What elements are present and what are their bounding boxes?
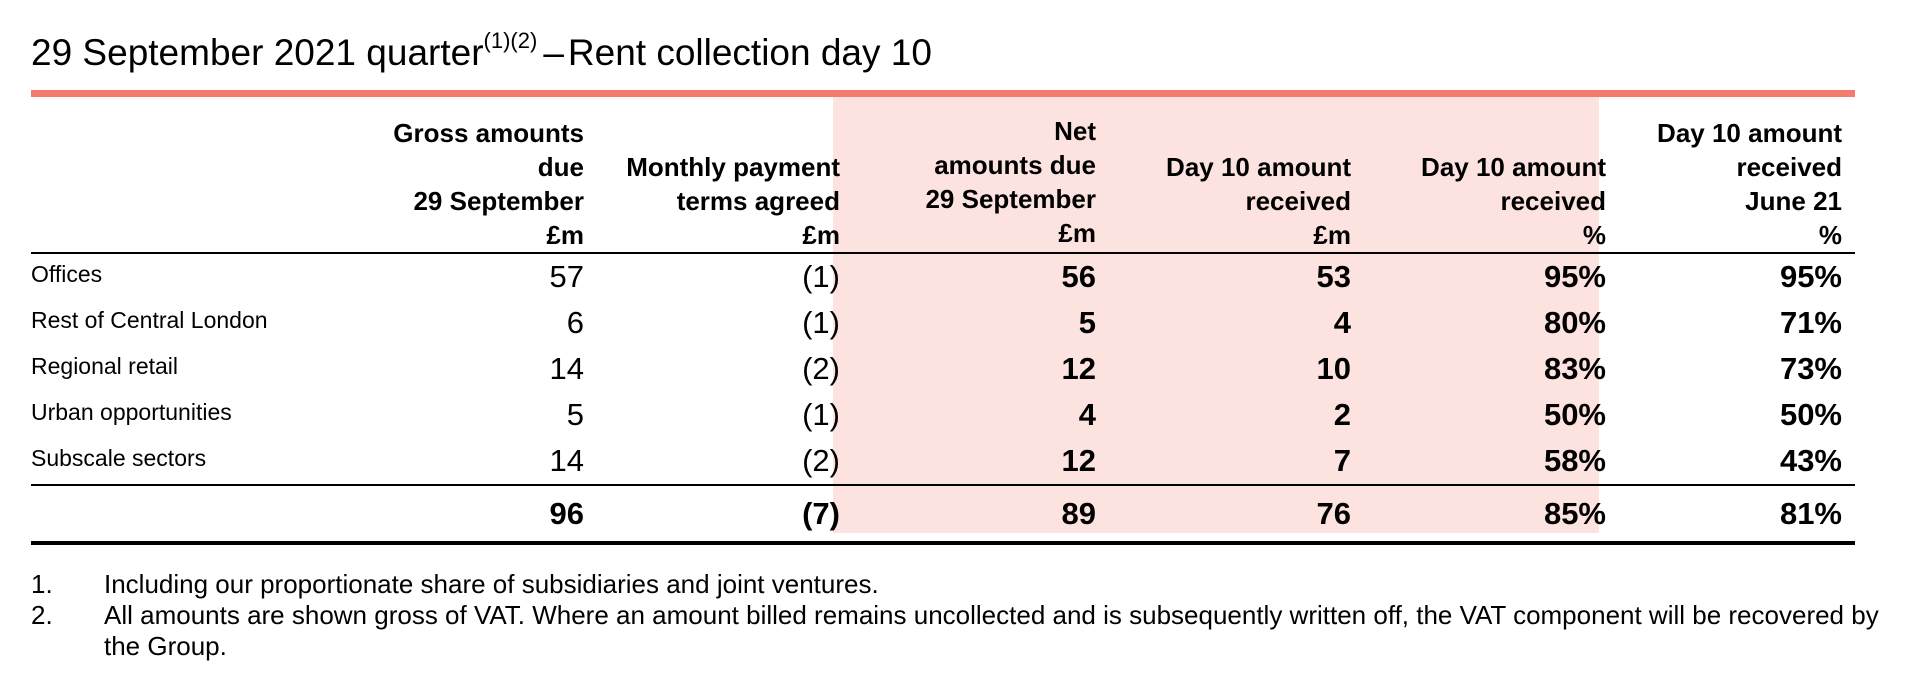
total-day10-gbp: 76 (1109, 484, 1364, 545)
total-june21-pct: 81% (1619, 484, 1855, 545)
header-day10-received-june21: Day 10 amount received June 21% (1619, 97, 1855, 254)
footnotes: 1. Including our proportionate share of … (31, 569, 1911, 662)
cell-day10-pct: 58% (1543, 443, 1606, 478)
cell-day10-gbp: 10 (1316, 351, 1351, 386)
row-label: Offices (31, 261, 103, 287)
cell-terms: (2) (802, 351, 840, 386)
header-day10-received-pct: Day 10 amount received% (1364, 97, 1619, 254)
row-label: Urban opportunities (31, 399, 232, 425)
cell-day10-pct: 95% (1543, 259, 1606, 294)
cell-terms: (1) (802, 259, 840, 294)
header-gross-amounts-due: Gross amounts due 29 September £m (341, 97, 597, 254)
cell-day10-gbp: 4 (1333, 305, 1351, 340)
header-net-amounts-due: Net amounts due 29 September £m (853, 97, 1109, 254)
footnote-number: 1. (31, 569, 53, 599)
table-row: Regional retail 14 (2) 12 10 83% 73% (31, 346, 1855, 392)
cell-net: 12 (1061, 351, 1096, 386)
cell-june21-pct: 73% (1779, 351, 1842, 386)
cell-gross: 14 (549, 351, 584, 386)
total-day10-pct: 85% (1364, 484, 1619, 545)
title-footnote-refs: (1)(2) (483, 28, 538, 53)
total-gross: 96 (341, 484, 597, 545)
cell-gross: 57 (549, 259, 584, 294)
cell-terms: (1) (802, 305, 840, 340)
cell-day10-gbp: 53 (1316, 259, 1351, 294)
row-label: Rest of Central London (31, 307, 268, 333)
row-label: Subscale sectors (31, 445, 207, 471)
total-net: 89 (853, 484, 1109, 545)
title-dash: – (543, 32, 564, 73)
cell-net: 4 (1078, 397, 1096, 432)
cell-net: 56 (1061, 259, 1096, 294)
cell-gross: 5 (566, 397, 584, 432)
cell-gross: 6 (566, 305, 584, 340)
cell-net: 5 (1078, 305, 1096, 340)
header-label-column (31, 97, 341, 254)
footnote-text: All amounts are shown gross of VAT. Wher… (104, 600, 1879, 661)
cell-net: 12 (1061, 443, 1096, 478)
rent-collection-table: Gross amounts due 29 September £m Monthly p… (31, 97, 1855, 545)
cell-june21-pct: 50% (1779, 397, 1842, 432)
cell-day10-pct: 50% (1543, 397, 1606, 432)
cell-june21-pct: 95% (1779, 259, 1842, 294)
cell-day10-gbp: 7 (1333, 443, 1351, 478)
page-title: 29 September 2021 quarter(1)(2) – Rent col… (31, 28, 932, 75)
cell-day10-pct: 80% (1543, 305, 1606, 340)
cell-terms: (1) (802, 397, 840, 432)
total-label (31, 484, 341, 545)
table-header-row: Gross amounts due 29 September £m Monthly p… (31, 97, 1855, 254)
cell-gross: 14 (549, 443, 584, 478)
header-monthly-payment-terms: Monthly payment terms agreed £m (597, 97, 853, 254)
total-terms: (7) (597, 484, 853, 545)
cell-june21-pct: 71% (1779, 305, 1842, 340)
table-row: Rest of Central London 6 (1) 5 4 80% 71% (31, 300, 1855, 346)
table-row: Subscale sectors 14 (2) 12 7 58% 43% (31, 438, 1855, 485)
cell-terms: (2) (802, 443, 840, 478)
table-row: Offices 57 (1) 56 53 95% 95% (31, 253, 1855, 300)
title-accent-rule (31, 90, 1855, 97)
cell-june21-pct: 43% (1779, 443, 1842, 478)
footnote: 1. Including our proportionate share of … (31, 569, 1911, 600)
row-label: Regional retail (31, 353, 179, 379)
footnote: 2. All amounts are shown gross of VAT. W… (31, 600, 1911, 662)
cell-day10-pct: 83% (1543, 351, 1606, 386)
header-day10-received-gbp: Day 10 amount received £m (1109, 97, 1364, 254)
cell-day10-gbp: 2 (1333, 397, 1351, 432)
footnote-number: 2. (31, 600, 53, 630)
footnote-text: Including our proportionate share of sub… (104, 569, 879, 599)
title-subject: Rent collection day 10 (567, 32, 932, 73)
total-row: 96 (7) 89 76 85% 81% (31, 484, 1855, 545)
table-row: Urban opportunities 5 (1) 4 2 50% 50% (31, 392, 1855, 438)
title-main: 29 September 2021 quarter (31, 32, 484, 73)
